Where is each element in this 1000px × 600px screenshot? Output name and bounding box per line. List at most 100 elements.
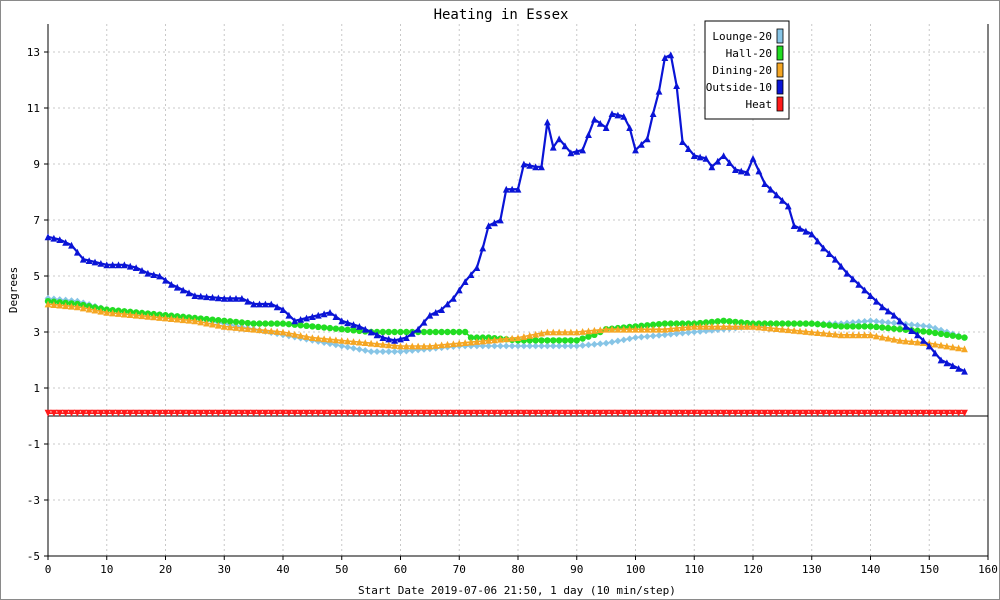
- data-point-lounge-20: [708, 326, 716, 334]
- data-point-dining-20: [473, 338, 481, 345]
- data-point-hall-20: [855, 323, 862, 330]
- data-point-outside-10: [720, 152, 728, 159]
- data-point-outside-10: [361, 325, 369, 333]
- data-point-outside-10: [467, 271, 475, 278]
- data-point-heat: [925, 409, 933, 417]
- data-point-dining-20: [496, 335, 504, 343]
- data-point-lounge-20: [555, 342, 563, 350]
- data-point-heat: [73, 409, 81, 417]
- data-point-dining-20: [197, 318, 205, 326]
- data-point-heat: [308, 409, 316, 417]
- data-point-outside-10: [115, 261, 122, 269]
- data-point-hall-20: [826, 322, 833, 329]
- data-point-outside-10: [449, 295, 457, 302]
- data-point-outside-10: [649, 110, 657, 117]
- data-point-outside-10: [731, 166, 739, 173]
- data-point-heat: [784, 409, 792, 417]
- data-point-heat: [667, 409, 675, 417]
- data-point-heat: [203, 409, 211, 417]
- y-axis-label: Degrees: [7, 267, 20, 313]
- data-point-heat: [402, 409, 410, 417]
- data-point-dining-20: [620, 325, 628, 333]
- x-tick-label: 60: [394, 563, 407, 576]
- data-point-outside-10: [749, 155, 757, 162]
- data-point-heat: [543, 409, 551, 417]
- data-point-hall-20: [890, 325, 898, 332]
- data-point-heat: [673, 409, 681, 417]
- data-point-lounge-20: [590, 340, 598, 348]
- data-point-heat: [708, 409, 716, 417]
- data-point-hall-20: [320, 324, 328, 331]
- data-point-outside-10: [884, 307, 892, 315]
- data-point-dining-20: [861, 331, 869, 339]
- x-tick-label: 0: [45, 563, 52, 576]
- data-point-hall-20: [726, 318, 733, 325]
- data-point-heat: [220, 409, 228, 417]
- data-point-dining-20: [332, 336, 340, 344]
- data-point-lounge-20: [872, 317, 880, 325]
- data-point-hall-20: [785, 320, 792, 327]
- data-point-hall-20: [544, 337, 551, 344]
- data-point-dining-20: [908, 338, 916, 345]
- legend-swatch-heat: [776, 96, 784, 112]
- data-point-lounge-20: [373, 348, 381, 355]
- data-point-lounge-20: [673, 330, 681, 338]
- data-point-outside-10: [308, 313, 316, 320]
- data-point-outside-10: [620, 113, 628, 120]
- data-point-dining-20: [626, 325, 634, 333]
- data-point-lounge-20: [643, 333, 651, 340]
- data-point-outside-10: [44, 233, 52, 241]
- data-point-hall-20: [332, 325, 340, 332]
- data-point-dining-20: [825, 330, 833, 338]
- data-point-outside-10: [831, 255, 839, 263]
- data-point-heat: [596, 409, 604, 417]
- data-point-heat: [825, 409, 833, 417]
- data-point-hall-20: [526, 337, 533, 344]
- data-point-dining-20: [320, 335, 328, 343]
- data-point-heat: [679, 409, 686, 417]
- data-point-hall-20: [861, 323, 868, 330]
- data-point-lounge-20: [520, 342, 528, 350]
- data-point-outside-10: [502, 185, 510, 193]
- data-point-hall-20: [667, 320, 674, 327]
- data-point-dining-20: [543, 328, 551, 336]
- data-point-dining-20: [449, 340, 457, 348]
- data-point-heat: [361, 409, 369, 417]
- legend-label-hall-20: Hall-20: [726, 47, 772, 60]
- data-point-lounge-20: [702, 327, 710, 335]
- y-tick-label: 13: [27, 46, 40, 59]
- data-point-dining-20: [361, 339, 369, 347]
- data-point-dining-20: [708, 323, 716, 330]
- data-point-lounge-20: [361, 347, 369, 354]
- data-point-dining-20: [867, 331, 874, 339]
- legend-label-lounge-20: Lounge-20: [712, 30, 772, 43]
- legend-box: [704, 20, 790, 120]
- data-point-outside-10: [85, 257, 93, 264]
- data-point-dining-20: [808, 328, 816, 336]
- data-point-hall-20: [391, 328, 398, 336]
- data-point-outside-10: [314, 311, 322, 319]
- data-point-dining-20: [226, 323, 234, 331]
- data-point-heat: [867, 409, 874, 417]
- data-point-outside-10: [867, 292, 874, 299]
- data-point-dining-20: [679, 324, 686, 331]
- data-point-dining-20: [773, 325, 780, 333]
- data-point-outside-10: [696, 153, 704, 161]
- data-point-outside-10: [814, 237, 822, 245]
- axes: 0 10 20 30 40 50 60 70 80 90 100 110 120 130 140 150 160…: [27, 24, 998, 576]
- data-point-hall-20: [644, 322, 651, 329]
- data-point-outside-10: [232, 295, 240, 302]
- data-point-heat: [890, 409, 898, 417]
- data-point-outside-10: [420, 318, 428, 326]
- data-point-heat: [538, 409, 545, 417]
- data-point-dining-20: [173, 315, 181, 323]
- legend-swatch-lounge-20: [776, 28, 784, 44]
- data-point-dining-20: [755, 323, 763, 331]
- data-point-heat: [696, 409, 704, 417]
- data-point-outside-10: [855, 281, 863, 288]
- legend: Lounge-20 Hall-20 Dining-20 Outside-10 Heat: [704, 20, 790, 120]
- data-point-outside-10: [332, 313, 340, 320]
- data-point-lounge-20: [502, 342, 510, 350]
- data-point-heat: [585, 409, 592, 417]
- data-point-hall-20: [444, 328, 451, 336]
